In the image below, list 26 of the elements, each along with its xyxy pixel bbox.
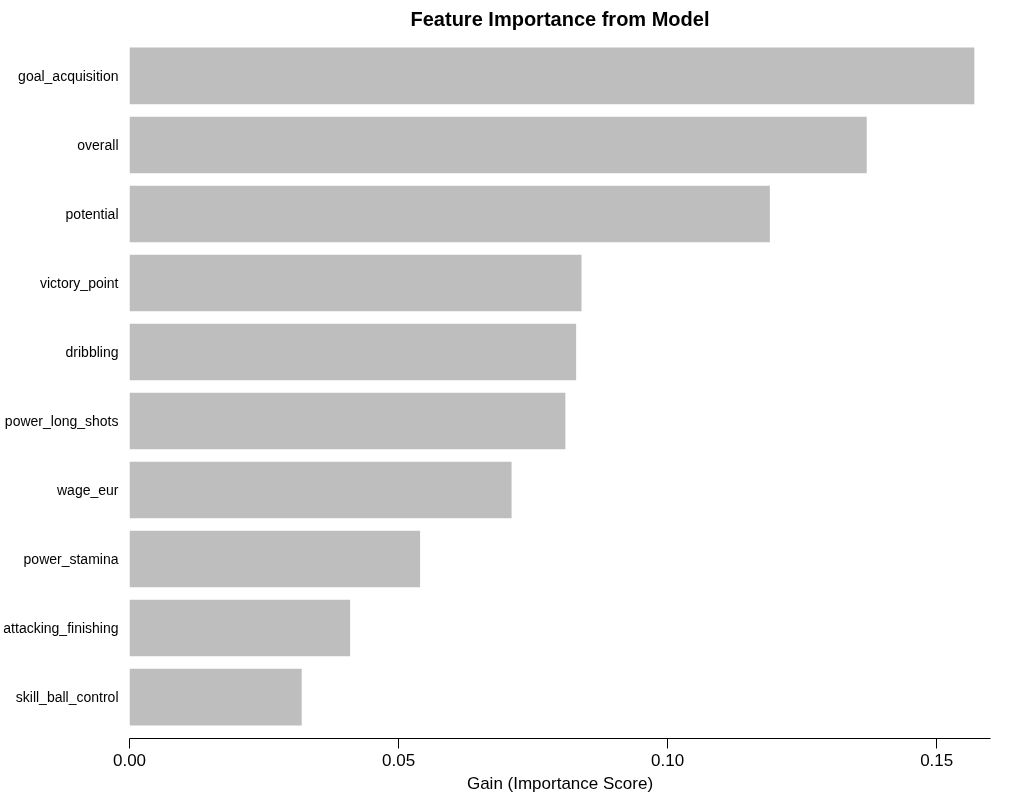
- x-tick-label: 0.10: [651, 750, 685, 770]
- y-tick-label: dribbling: [65, 343, 119, 360]
- bar: [129, 599, 351, 657]
- y-tick-label: overall: [77, 136, 119, 153]
- x-tick-label: 0.00: [112, 750, 147, 770]
- y-tick-label: goal_acquisition: [18, 67, 119, 84]
- bar: [129, 461, 512, 519]
- y-tick-label: attacking_finishing: [3, 620, 119, 637]
- y-tick-label: power_long_shots: [4, 413, 119, 430]
- chart-title: Feature Importance from Model: [410, 7, 710, 30]
- bar: [129, 116, 867, 174]
- bar: [129, 530, 421, 588]
- x-tick-label: 0.05: [382, 750, 416, 770]
- bar: [129, 392, 566, 450]
- bar: [129, 254, 582, 312]
- y-tick-label: power_stamina: [23, 551, 119, 568]
- y-tick-label: potential: [65, 205, 119, 222]
- x-axis-title: Gain (Importance Score): [466, 773, 654, 793]
- bar: [129, 47, 975, 105]
- y-tick-label: skill_ball_control: [15, 689, 119, 706]
- bar: [129, 668, 302, 726]
- bar: [129, 323, 577, 381]
- bar: [129, 185, 770, 243]
- y-tick-label: victory_point: [39, 274, 119, 291]
- y-tick-label: wage_eur: [56, 482, 119, 499]
- x-tick-label: 0.15: [920, 750, 954, 770]
